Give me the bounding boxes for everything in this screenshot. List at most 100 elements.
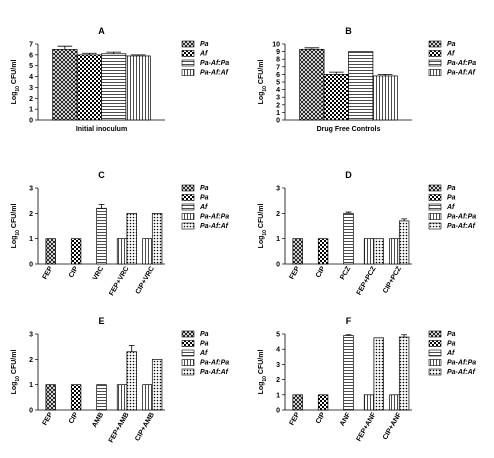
legend-swatch — [181, 203, 195, 211]
y-tick-label: 1 — [276, 110, 280, 117]
legend-label: Pa-Af:Af — [447, 223, 476, 230]
y-axis-label: Log10 CFU/ml — [11, 204, 21, 249]
y-tick-label: 5 — [29, 63, 33, 70]
bar — [389, 394, 400, 411]
y-label-part: Log — [11, 382, 18, 395]
bar — [151, 358, 163, 411]
panel-title: D — [345, 170, 352, 180]
y-axis-label: Log10 CFU/ml — [11, 60, 21, 105]
bar — [373, 337, 384, 411]
legend-swatch — [428, 359, 442, 366]
bar — [52, 49, 78, 121]
y-tick-label: 6 — [29, 52, 33, 59]
error-bar — [377, 74, 393, 76]
y-label-part: CFU/ml — [11, 204, 18, 231]
panel-title: E — [98, 316, 104, 326]
y-tick-label: 0 — [29, 408, 33, 415]
legend-swatch — [181, 40, 195, 48]
legend-swatch — [181, 349, 195, 357]
legend-label: Af — [199, 204, 208, 211]
bar — [70, 384, 82, 411]
y-axis-label: Log10 CFU/ml — [258, 350, 268, 395]
legend-label: Af — [199, 350, 208, 357]
bar — [76, 54, 102, 121]
y-tick-label: 3 — [29, 186, 33, 193]
y-label-part: Log — [11, 92, 18, 105]
legend-label: Af — [199, 51, 208, 58]
y-tick-label: 4 — [276, 347, 280, 354]
y-tick-label: 0 — [276, 262, 280, 269]
bar — [126, 351, 137, 411]
x-tick-label: FEP — [42, 265, 55, 281]
bar — [45, 238, 56, 265]
bar — [363, 238, 375, 265]
y-tick-label: 3 — [29, 85, 33, 92]
x-tick-label: FEP+ANF — [356, 411, 378, 443]
bar — [389, 238, 400, 265]
legend-label: Pa — [200, 185, 209, 192]
bar — [101, 53, 127, 121]
x-tick-label: CIP — [68, 411, 80, 425]
bar — [398, 336, 410, 411]
x-axis-label: Initial inoculum — [76, 126, 127, 133]
y-tick-label: 7 — [276, 64, 280, 71]
bar — [116, 238, 128, 265]
legend-label: Pa — [447, 185, 456, 192]
bar — [142, 238, 153, 265]
y-tick-label: 1 — [276, 236, 280, 243]
bar — [142, 384, 153, 411]
error-bar — [57, 45, 73, 50]
y-axis-label: Log10 CFU/ml — [11, 350, 21, 395]
x-tick-label: FEP+PCZ — [356, 265, 378, 297]
legend-label: Pa — [200, 341, 209, 348]
bar — [45, 384, 56, 411]
legend-label: Pa — [200, 195, 209, 202]
y-tick-label: 0 — [29, 262, 33, 269]
legend-swatch — [428, 40, 442, 48]
error-bar — [81, 52, 97, 55]
legend-swatch — [181, 184, 195, 192]
legend-swatch — [428, 50, 442, 57]
y-label-part: Log — [258, 382, 265, 395]
bar — [151, 212, 163, 265]
legend-swatch — [428, 184, 442, 192]
y-label-part: CFU/ml — [258, 204, 265, 231]
x-tick-label: CIP+ANF — [382, 411, 403, 441]
y-tick-label: 2 — [29, 357, 33, 364]
y-label-part: 10 — [262, 86, 268, 92]
y-label-part: 10 — [262, 230, 268, 236]
y-axis-label: Log10 CFU/ml — [258, 60, 268, 105]
legend-label: Pa-Af:Pa — [447, 60, 476, 67]
bar — [317, 394, 329, 411]
legend-label: Pa — [200, 331, 209, 338]
x-tick-label: FEP — [289, 411, 302, 427]
y-tick-label: 2 — [29, 96, 33, 103]
legend-label: Pa — [447, 331, 456, 338]
y-tick-label: 2 — [276, 377, 280, 384]
error-bar — [345, 211, 352, 214]
y-label-part: CFU/ml — [258, 60, 265, 87]
x-tick-label: VRC — [92, 266, 105, 282]
y-tick-label: 8 — [276, 57, 280, 64]
bar — [398, 220, 410, 265]
y-axis-label: Log10 CFU/ml — [258, 204, 268, 249]
bar — [292, 238, 303, 265]
x-tick-label: CIP+VRC — [135, 266, 156, 296]
y-label-part: 10 — [15, 376, 21, 382]
y-tick-label: 5 — [276, 332, 280, 339]
y-tick-label: 3 — [29, 332, 33, 339]
bar — [343, 335, 354, 411]
legend-label: Pa — [447, 341, 456, 348]
legend-swatch — [428, 213, 442, 220]
error-bar — [130, 54, 146, 56]
panel-title: B — [345, 26, 352, 36]
bar — [363, 394, 375, 411]
legend-swatch — [428, 340, 442, 347]
legend-swatch — [428, 203, 442, 211]
legend-label: Pa — [447, 41, 456, 48]
error-bar — [128, 345, 135, 352]
error-bar — [98, 204, 105, 209]
x-tick-label: AMB — [91, 412, 105, 429]
error-bar — [401, 218, 408, 221]
